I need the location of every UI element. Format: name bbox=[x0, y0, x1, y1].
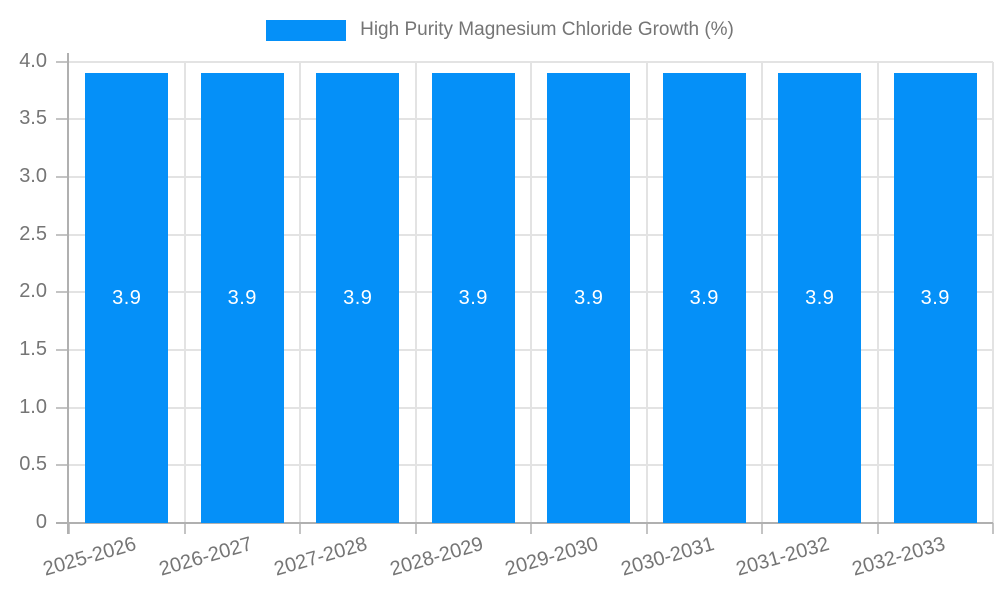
legend-swatch bbox=[266, 19, 347, 41]
bar-value-label: 3.9 bbox=[112, 286, 142, 309]
y-tick bbox=[56, 348, 69, 351]
x-tick bbox=[414, 523, 417, 534]
bar: 3.9 bbox=[778, 73, 862, 523]
x-tick bbox=[299, 523, 301, 534]
x-tick bbox=[183, 523, 186, 534]
bar-value-label: 3.9 bbox=[343, 286, 373, 309]
bar-value-label: 3.9 bbox=[574, 286, 604, 309]
y-axis-label: 0 bbox=[35, 511, 47, 534]
bar-value-label: 3.9 bbox=[227, 286, 257, 309]
y-axis-label: 1.5 bbox=[19, 337, 47, 360]
y-tick bbox=[56, 118, 69, 121]
y-axis-line bbox=[67, 52, 69, 534]
x-axis-label: 2031-2032 bbox=[733, 533, 832, 581]
x-tick bbox=[530, 523, 532, 534]
y-axis-label: 2.5 bbox=[19, 222, 47, 245]
y-tick bbox=[56, 175, 69, 178]
x-tick bbox=[761, 523, 763, 534]
gridline-vertical bbox=[530, 61, 532, 523]
gridline-vertical bbox=[414, 61, 417, 523]
bar-value-label: 3.9 bbox=[458, 286, 488, 309]
y-tick bbox=[56, 233, 69, 236]
gridline-vertical bbox=[299, 61, 301, 523]
x-axis-line bbox=[56, 522, 993, 524]
x-axis-label: 2026-2027 bbox=[156, 533, 255, 581]
x-axis-label: 2028-2029 bbox=[387, 533, 486, 581]
x-tick bbox=[876, 523, 879, 534]
y-axis-label: 1.0 bbox=[19, 395, 47, 418]
gridline-vertical bbox=[992, 61, 994, 523]
x-axis-label: 2030-2031 bbox=[618, 533, 717, 581]
bar: 3.9 bbox=[547, 73, 631, 523]
y-axis-label: 3.5 bbox=[19, 107, 47, 130]
bar: 3.9 bbox=[316, 73, 400, 523]
y-axis-label: 4.0 bbox=[19, 49, 47, 72]
y-axis-label: 0.5 bbox=[19, 453, 47, 476]
y-tick bbox=[56, 291, 69, 294]
bar: 3.9 bbox=[200, 73, 284, 523]
legend-label: High Purity Magnesium Chloride Growth (%… bbox=[360, 19, 734, 40]
y-axis-label: 3.0 bbox=[19, 164, 47, 187]
gridline-vertical bbox=[645, 61, 648, 523]
gridline-vertical bbox=[876, 61, 879, 523]
y-axis-label: 2.0 bbox=[19, 280, 47, 303]
bar: 3.9 bbox=[893, 73, 977, 523]
x-tick bbox=[992, 523, 994, 534]
bar-value-label: 3.9 bbox=[805, 286, 835, 309]
y-tick bbox=[56, 464, 69, 467]
bar: 3.9 bbox=[662, 73, 746, 523]
x-axis-label: 2025-2026 bbox=[40, 533, 139, 581]
gridline-vertical bbox=[183, 61, 186, 523]
chart-legend: High Purity Magnesium Chloride Growth (%… bbox=[0, 19, 1000, 41]
bar-value-label: 3.9 bbox=[689, 286, 719, 309]
bar-value-label: 3.9 bbox=[920, 286, 950, 309]
y-tick bbox=[56, 406, 69, 409]
x-axis-label: 2027-2028 bbox=[271, 533, 370, 581]
bar: 3.9 bbox=[431, 73, 515, 523]
x-tick bbox=[68, 523, 70, 534]
x-tick bbox=[645, 523, 648, 534]
bar: 3.9 bbox=[85, 73, 169, 523]
gridline-vertical bbox=[761, 61, 763, 523]
x-axis-label: 2032-2033 bbox=[849, 533, 948, 581]
x-axis-label: 2029-2030 bbox=[502, 533, 601, 581]
y-tick bbox=[56, 60, 69, 63]
